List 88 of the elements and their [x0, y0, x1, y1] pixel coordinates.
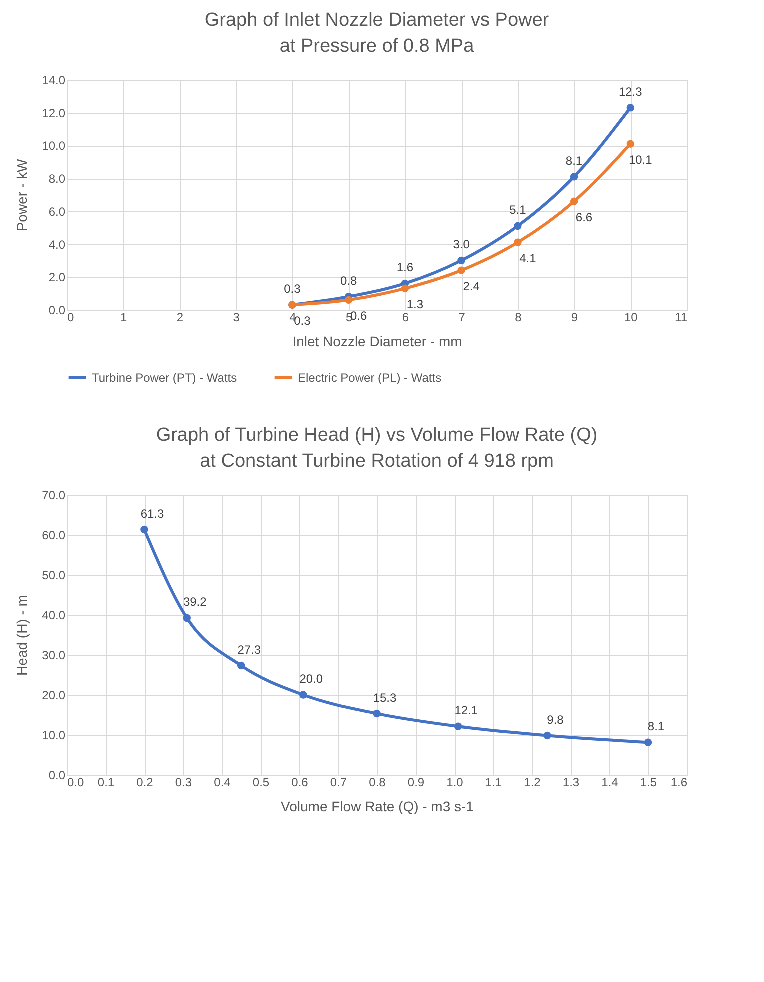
data-label: 0.8 [340, 274, 358, 288]
x-tick-label: 1.6 [670, 776, 688, 790]
data-label: 5.1 [510, 203, 527, 218]
y-tick-label: 50.0 [42, 568, 66, 582]
data-label: 10.1 [628, 153, 653, 168]
point [401, 284, 410, 293]
y-axis-title: Power - kW [14, 158, 30, 232]
x-tick-label: 8 [515, 310, 522, 324]
data-label: 6.6 [576, 210, 593, 225]
x-tick-label: 0.6 [292, 776, 309, 790]
y-axis-title: Head (H) - m [14, 595, 30, 676]
data-label: 20.0 [300, 672, 324, 686]
x-tick-label: 1 [120, 310, 128, 324]
point [644, 738, 652, 746]
point [626, 104, 635, 112]
x-tick-label: 1.0 [446, 776, 464, 790]
point [140, 526, 148, 534]
x-tick-label: 0.2 [136, 776, 154, 790]
x-tick-label: 5 [346, 310, 353, 324]
x-tick-label: 2 [176, 310, 184, 324]
x-tick-label: 11 [675, 310, 688, 324]
x-tick-label: 6 [402, 310, 410, 324]
legend-label: Electric Power (PL) - Watts [298, 370, 442, 385]
point [183, 614, 191, 622]
legend-label: Turbine Power (PT) - Watts [92, 370, 238, 385]
point [570, 198, 578, 206]
point [300, 691, 308, 699]
y-tick-label: 12.0 [42, 106, 66, 120]
data-label: 12.1 [454, 704, 478, 718]
x-tick-label: 10 [624, 310, 638, 324]
point [458, 266, 466, 274]
x-tick-label: 1.3 [562, 776, 580, 790]
point [373, 710, 381, 718]
point [238, 662, 246, 670]
data-label: 1.3 [406, 298, 424, 312]
y-tick-label: 4.0 [48, 238, 66, 252]
data-label: 8.1 [648, 720, 665, 734]
data-label: 9.8 [547, 712, 564, 727]
y-tick-label: 30.0 [42, 648, 66, 662]
x-tick-label: 0.5 [252, 776, 270, 790]
data-label: 12.3 [618, 84, 643, 99]
x-tick-label: 0 [68, 310, 74, 324]
data-label: 61.3 [140, 506, 164, 521]
data-label: 27.3 [238, 642, 262, 657]
x-tick-label: 0.3 [175, 776, 192, 790]
x-tick-label: 0.8 [369, 776, 386, 790]
data-label: 39.2 [183, 595, 208, 610]
data-label: 15.3 [373, 690, 397, 705]
y-tick-label: 40.0 [42, 608, 66, 622]
y-tick-label: 10.0 [42, 139, 66, 154]
x-tick-label: 0.1 [98, 776, 115, 790]
x-axis-title: Inlet Nozzle Diameter - mm [292, 334, 462, 350]
y-tick-label: 6.0 [48, 204, 66, 219]
point [514, 222, 522, 230]
x-tick-label: 0.7 [330, 776, 348, 790]
data-label: 8.1 [566, 154, 583, 168]
y-tick-label: 14.0 [42, 74, 66, 88]
y-tick-label: 10.0 [42, 728, 66, 742]
y-tick-label: 20.0 [42, 688, 66, 702]
x-tick-label: 1.1 [485, 776, 502, 790]
chart-title: Graph of Inlet Nozzle Diameter vs Power at Pressure of 0.8 MPa [204, 10, 550, 57]
point [570, 173, 578, 181]
data-label: 1.6 [396, 260, 414, 275]
y-tick-label: 2.0 [48, 270, 66, 285]
x-tick-label: 1.2 [524, 776, 542, 790]
x-tick-label: 0.0 [68, 776, 85, 790]
x-tick-label: 0.9 [408, 776, 425, 790]
x-tick-label: 1.5 [640, 776, 658, 790]
point [544, 732, 552, 740]
y-tick-label: 60.0 [42, 528, 66, 542]
x-tick-label: 0.4 [214, 776, 232, 790]
point [458, 256, 466, 265]
chart-title: Graph of Turbine Head (H) vs Volume Flow Rate (Q) at Constant Turbine Rotation of 4 918 rpm [156, 425, 598, 472]
x-tick-label: 3 [233, 310, 240, 324]
point [454, 722, 462, 730]
point [514, 238, 522, 247]
point [344, 296, 353, 304]
point [626, 140, 635, 148]
data-label: 3.0 [453, 238, 470, 252]
x-tick-label: 1.4 [602, 776, 619, 790]
x-tick-label: 7 [458, 310, 466, 324]
x-tick-label: 9 [571, 310, 578, 324]
y-tick-label: 70.0 [42, 488, 66, 502]
y-tick-label: 8.0 [48, 172, 66, 186]
x-axis-title: Volume Flow Rate (Q) - m3 s-1 [281, 798, 474, 814]
data-label: 0.3 [284, 282, 302, 296]
data-label: 2.4 [463, 280, 480, 294]
data-label: 4.1 [520, 252, 537, 266]
